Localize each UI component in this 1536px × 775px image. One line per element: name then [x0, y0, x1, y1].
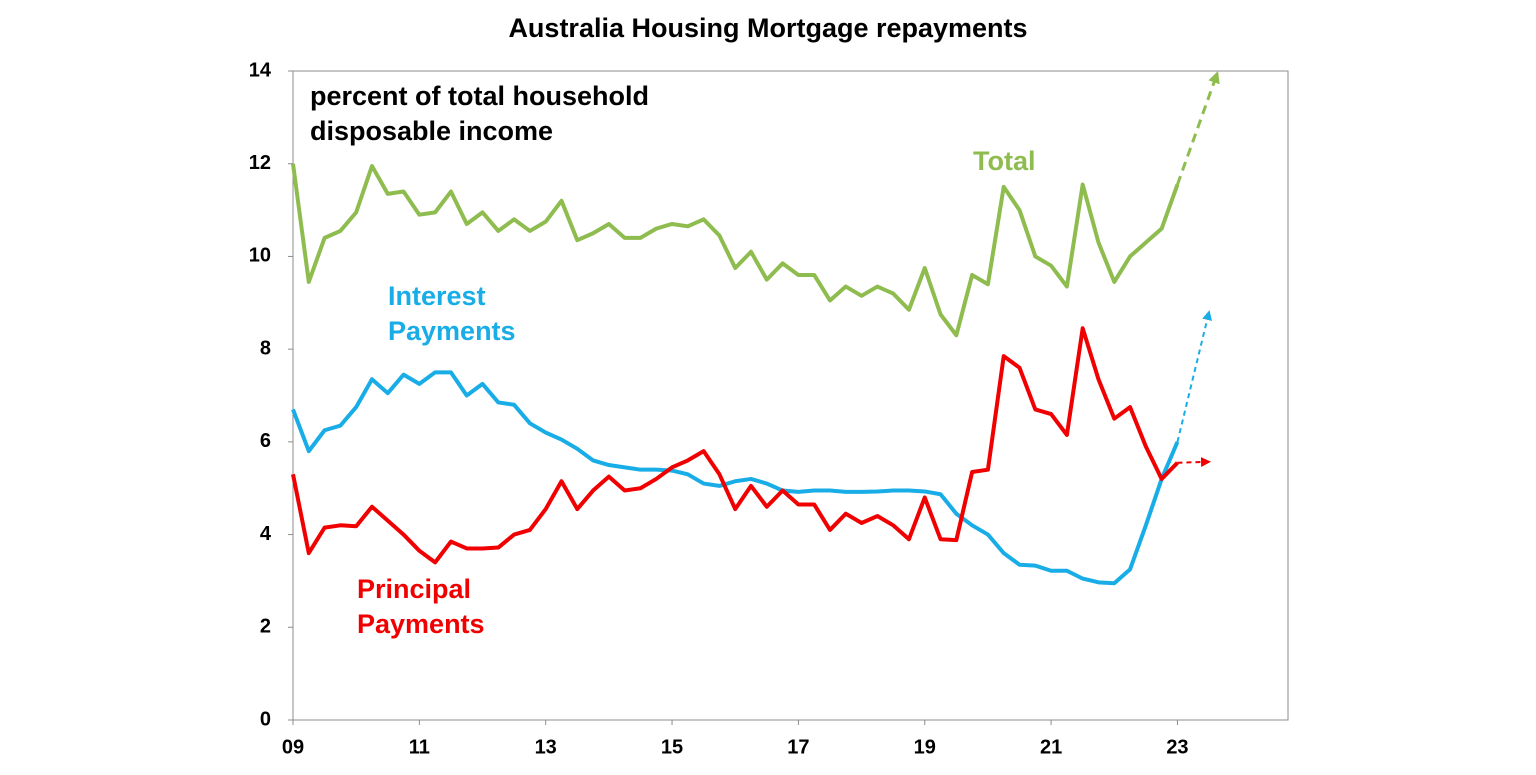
x-tick-label: 17 — [787, 736, 809, 758]
x-tick-label: 19 — [914, 736, 936, 758]
series-line — [291, 163, 1180, 338]
y-tick-label: 2 — [260, 616, 271, 638]
series-line — [291, 370, 1180, 586]
y-tick-label: 6 — [260, 430, 271, 452]
x-tick-label: 15 — [661, 736, 683, 758]
y-tick-label: 14 — [249, 59, 272, 81]
x-tick-label: 21 — [1040, 736, 1062, 758]
x-tick-label: 13 — [535, 736, 557, 758]
annotation: percent of total household disposable in… — [310, 81, 650, 146]
x-tick-label: 09 — [282, 736, 304, 758]
series-label: Principal Payments — [357, 574, 485, 639]
x-tick-label: 11 — [409, 736, 430, 758]
projection-arrow — [1177, 457, 1212, 468]
series-line — [291, 326, 1179, 565]
plot-area — [292, 70, 1289, 721]
projection-arrow — [1176, 310, 1212, 443]
y-tick-label: 8 — [260, 337, 271, 359]
y-tick-label: 10 — [249, 245, 271, 267]
y-tick-label: 0 — [260, 708, 271, 730]
y-tick-label: 4 — [260, 523, 272, 545]
series-label: Total — [973, 146, 1036, 176]
y-tick-label: 12 — [249, 152, 271, 174]
chart-title: Australia Housing Mortgage repayments — [508, 13, 1027, 43]
x-tick-label: 23 — [1166, 736, 1188, 758]
projection-arrow — [1176, 71, 1220, 186]
series-label: Interest Payments — [388, 281, 516, 346]
